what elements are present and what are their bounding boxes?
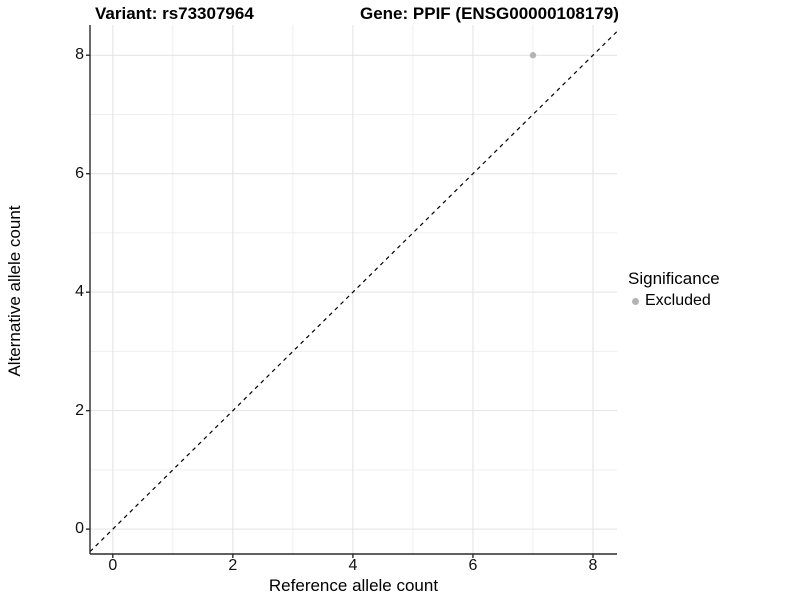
legend-item-label: Excluded [645, 292, 711, 309]
x-axis-title: Reference allele count [268, 576, 439, 595]
x-tick-label: 4 [348, 557, 358, 574]
identity-reference-line [89, 31, 618, 553]
x-tick-label: 0 [108, 557, 118, 574]
y-tick-label: 8 [75, 46, 84, 64]
data-point [529, 52, 537, 59]
x-tick-label: 6 [468, 557, 478, 574]
y-tick-label: 0 [75, 520, 84, 538]
plot-title-variant: Variant: rs73307964 [95, 4, 254, 23]
y-tick-label: 2 [75, 401, 84, 419]
legend-point-icon [632, 297, 639, 305]
y-tick-label: 6 [75, 164, 84, 182]
legend-title: Significance [628, 269, 720, 288]
y-tick-label: 4 [75, 283, 84, 301]
legend: Significance Excluded [628, 269, 720, 310]
legend-item-excluded: Excluded [628, 292, 720, 310]
y-axis-title: Alternative allele count [5, 205, 24, 377]
x-tick-label: 2 [228, 557, 238, 574]
x-tick-label: 8 [588, 557, 598, 574]
plot-title-gene: Gene: PPIF (ENSG00000108179) [360, 4, 619, 23]
